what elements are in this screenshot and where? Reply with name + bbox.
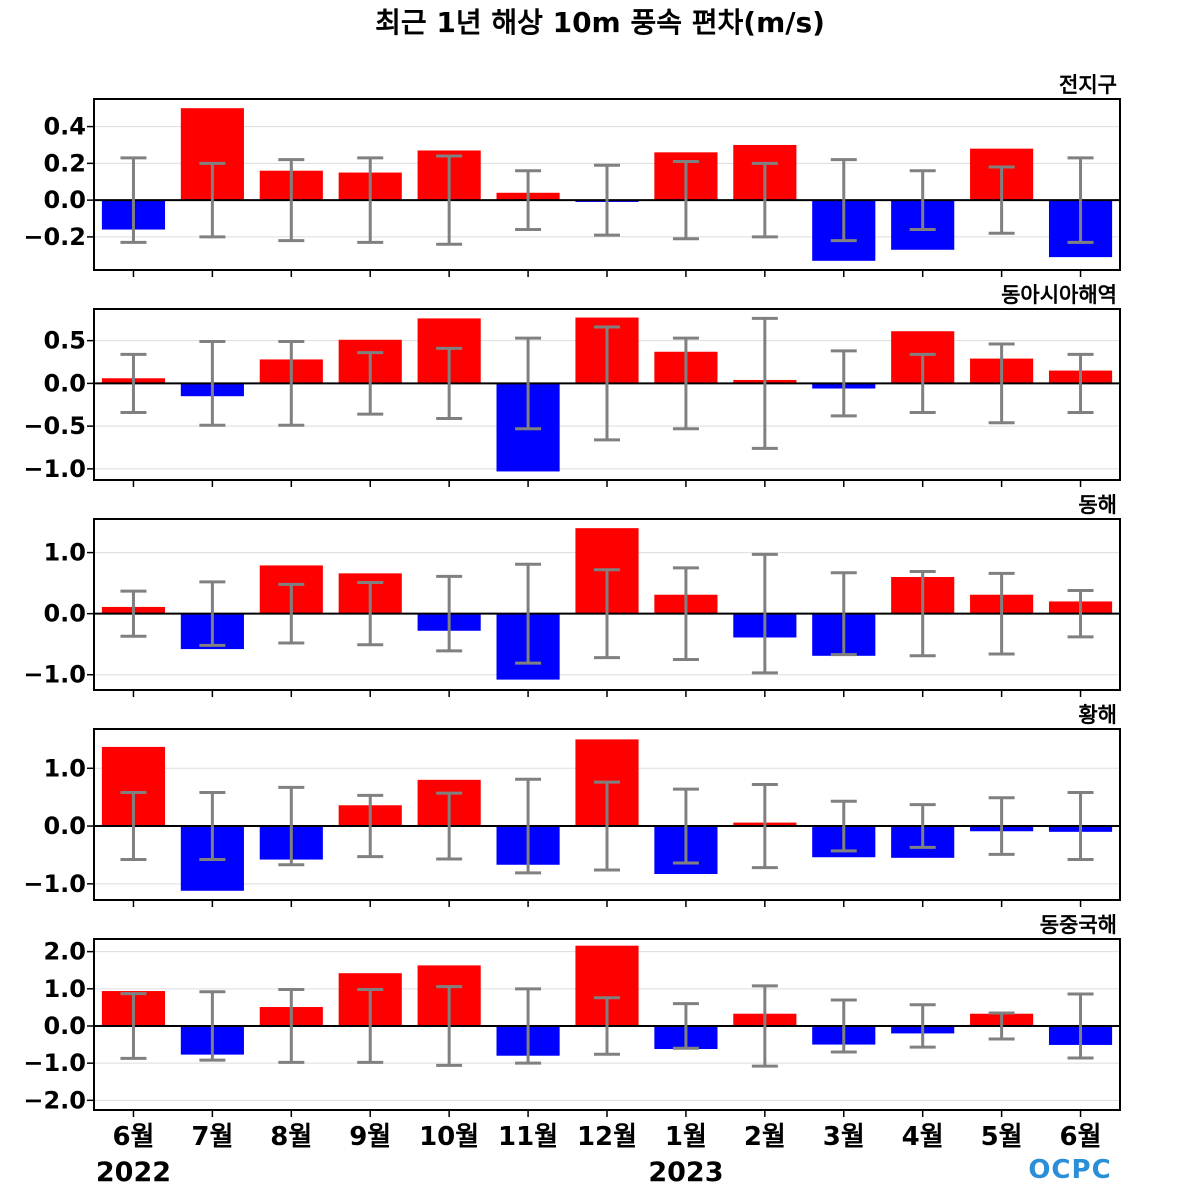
month-label: 6월 xyxy=(112,1122,154,1152)
y-tick-label: −1.0 xyxy=(23,870,86,898)
y-tick-label: 0.0 xyxy=(43,186,86,214)
y-tick-label: −2.0 xyxy=(23,1086,86,1114)
year-label: 2023 xyxy=(648,1157,723,1188)
y-tick-label: 1.0 xyxy=(43,975,86,1003)
panels: 전지구 0.4 0.2 0.0 −0.2 동아시아해역 0.5 0.0 −0.5 −1.0 동해 1.… xyxy=(23,73,1121,1117)
y-tick-label: −1.0 xyxy=(23,455,86,483)
y-tick-label: 0.0 xyxy=(43,369,86,397)
month-label: 6월 xyxy=(1060,1122,1102,1152)
y-tick-label: −0.2 xyxy=(23,223,86,251)
month-label: 4월 xyxy=(902,1122,944,1152)
month-label: 7월 xyxy=(191,1122,233,1152)
panel-1: 전지구 0.4 0.2 0.0 −0.2 xyxy=(23,73,1121,277)
panel-title: 황해 xyxy=(1078,703,1117,727)
panel-5: 동중국해 2.0 1.0 0.0 −1.0 −2.0 xyxy=(23,913,1121,1117)
y-tick-label: 2.0 xyxy=(43,938,86,966)
y-tick-label: 1.0 xyxy=(43,754,86,782)
year-label: 2022 xyxy=(96,1157,171,1188)
panel-title: 동중국해 xyxy=(1040,913,1117,937)
month-label: 5월 xyxy=(981,1122,1023,1152)
panel-4: 황해 1.0 0.0 −1.0 xyxy=(23,703,1121,907)
month-label: 11월 xyxy=(498,1122,558,1152)
panel-title: 전지구 xyxy=(1059,73,1117,97)
panel-2: 동아시아해역 0.5 0.0 −0.5 −1.0 xyxy=(23,283,1121,487)
x-axis-labels: 6월 7월 8월 9월 10월 11월 12월 1월 2월 3월 4월 5월 6월 2022 2023 xyxy=(96,1122,1102,1188)
month-label: 1월 xyxy=(665,1122,707,1152)
panel-3: 동해 1.0 0.0 −1.0 xyxy=(23,493,1121,697)
ocpc-logo: OCPC xyxy=(1028,1155,1111,1185)
y-tick-label: −0.5 xyxy=(23,412,86,440)
month-label: 9월 xyxy=(349,1122,391,1152)
chart-title: 최근 1년 해상 10m 풍속 편차(m/s) xyxy=(375,6,825,39)
y-tick-label: −1.0 xyxy=(23,661,86,689)
month-label: 3월 xyxy=(823,1122,865,1152)
y-tick-label: 0.0 xyxy=(43,812,86,840)
y-tick-label: 0.2 xyxy=(43,149,86,177)
panel-title: 동아시아해역 xyxy=(1001,283,1117,307)
y-tick-label: 0.0 xyxy=(43,1012,86,1040)
y-tick-label: 0.0 xyxy=(43,600,86,628)
month-label: 10월 xyxy=(419,1122,479,1152)
month-label: 12월 xyxy=(577,1122,637,1152)
month-label: 8월 xyxy=(270,1122,312,1152)
y-tick-label: 0.4 xyxy=(43,113,86,141)
panel-title: 동해 xyxy=(1078,493,1117,517)
month-label: 2월 xyxy=(744,1122,786,1152)
y-tick-label: −1.0 xyxy=(23,1049,86,1077)
y-tick-label: 1.0 xyxy=(43,539,86,567)
y-tick-label: 0.5 xyxy=(43,327,86,355)
